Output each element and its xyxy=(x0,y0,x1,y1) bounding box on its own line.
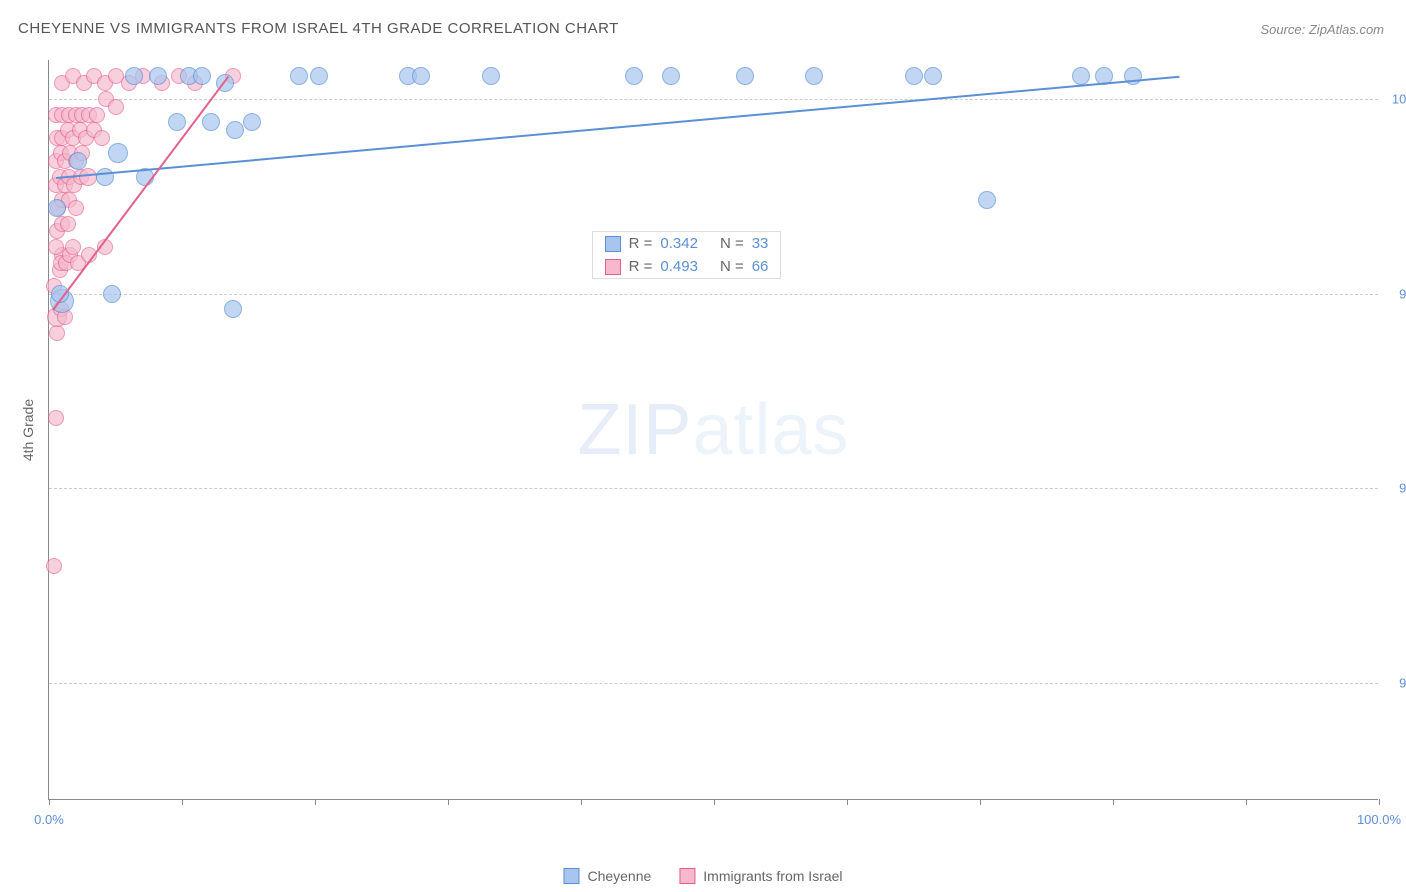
chart-title: CHEYENNE VS IMMIGRANTS FROM ISRAEL 4TH G… xyxy=(18,20,619,37)
data-point xyxy=(89,107,105,123)
data-point xyxy=(310,67,328,85)
data-point xyxy=(193,67,211,85)
legend-stats-row: R = 0.342N = 33 xyxy=(593,232,781,255)
watermark-light: atlas xyxy=(692,390,849,470)
legend-swatch xyxy=(563,868,579,884)
data-point xyxy=(65,239,81,255)
data-point xyxy=(48,239,64,255)
legend-swatch xyxy=(605,259,621,275)
data-point xyxy=(149,67,167,85)
legend-swatch xyxy=(605,236,621,252)
y-tick-label: 95.0% xyxy=(1386,481,1406,496)
data-point xyxy=(69,152,87,170)
watermark-bold: ZIP xyxy=(577,390,692,470)
data-point xyxy=(412,67,430,85)
x-tick xyxy=(49,799,50,805)
data-point xyxy=(48,410,64,426)
x-tick xyxy=(1113,799,1114,805)
y-tick-label: 100.0% xyxy=(1386,91,1406,106)
data-point xyxy=(168,113,186,131)
data-point xyxy=(924,67,942,85)
data-point xyxy=(108,143,128,163)
x-tick xyxy=(448,799,449,805)
data-point xyxy=(978,191,996,209)
x-tick xyxy=(1246,799,1247,805)
data-point xyxy=(226,121,244,139)
chart-container: CHEYENNE VS IMMIGRANTS FROM ISRAEL 4TH G… xyxy=(0,0,1406,892)
y-tick-label: 92.5% xyxy=(1386,676,1406,691)
data-point xyxy=(125,67,143,85)
x-tick xyxy=(847,799,848,805)
gridline xyxy=(49,99,1378,100)
legend-item: Immigrants from Israel xyxy=(679,868,842,884)
y-tick-label: 97.5% xyxy=(1386,286,1406,301)
data-point xyxy=(905,67,923,85)
data-point xyxy=(46,558,62,574)
y-axis-label: 4th Grade xyxy=(20,399,36,461)
data-point xyxy=(290,67,308,85)
legend-swatch xyxy=(679,868,695,884)
legend-label: Cheyenne xyxy=(587,868,651,884)
data-point xyxy=(482,67,500,85)
data-point xyxy=(48,199,66,217)
legend-bottom: Cheyenne Immigrants from Israel xyxy=(563,868,842,884)
data-point xyxy=(94,130,110,146)
legend-label: Immigrants from Israel xyxy=(703,868,842,884)
legend-stats: R = 0.342N = 33R = 0.493N = 66 xyxy=(592,231,782,279)
x-tick-label: 0.0% xyxy=(34,812,64,827)
plot-area: ZIPatlas 92.5%95.0%97.5%100.0%0.0%100.0%… xyxy=(48,60,1378,800)
data-point xyxy=(202,113,220,131)
data-point xyxy=(96,168,114,186)
data-point xyxy=(625,67,643,85)
source-label: Source: ZipAtlas.com xyxy=(1260,22,1384,37)
data-point xyxy=(79,168,97,186)
data-point xyxy=(243,113,261,131)
gridline xyxy=(49,683,1378,684)
gridline xyxy=(49,488,1378,489)
data-point xyxy=(108,99,124,115)
data-point xyxy=(1072,67,1090,85)
x-tick xyxy=(980,799,981,805)
x-tick xyxy=(1379,799,1380,805)
x-tick xyxy=(182,799,183,805)
data-point xyxy=(805,67,823,85)
data-point xyxy=(224,300,242,318)
legend-stats-row: R = 0.493N = 66 xyxy=(593,255,781,278)
data-point xyxy=(736,67,754,85)
x-tick xyxy=(581,799,582,805)
x-tick xyxy=(714,799,715,805)
data-point xyxy=(60,216,76,232)
data-point xyxy=(103,285,121,303)
gridline xyxy=(49,294,1378,295)
data-point xyxy=(68,200,84,216)
x-tick xyxy=(315,799,316,805)
x-tick-label: 100.0% xyxy=(1357,812,1401,827)
data-point xyxy=(662,67,680,85)
watermark: ZIPatlas xyxy=(577,389,849,471)
legend-item: Cheyenne xyxy=(563,868,651,884)
